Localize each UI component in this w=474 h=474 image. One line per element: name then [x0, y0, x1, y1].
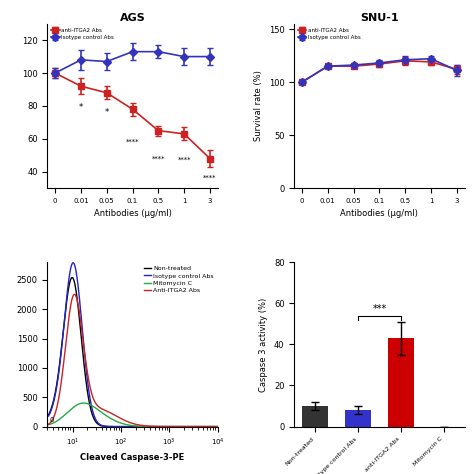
Text: ***: *** — [372, 303, 386, 313]
Non-treated — [46, 412, 51, 418]
Isotype control Abs — [146, 424, 152, 429]
Non-treated — [137, 424, 143, 429]
Non-treated — [69, 274, 75, 280]
Non-treated — [185, 424, 191, 429]
Bar — [388, 338, 414, 427]
Anti-ITGA2 Abs — [137, 422, 143, 428]
Anti-ITGA2 Abs — [72, 292, 77, 297]
Text: ****: **** — [126, 139, 139, 145]
Anti-ITGA2 Abs — [211, 424, 217, 429]
Mitomycin C — [137, 423, 143, 429]
Non-treated — [215, 424, 220, 429]
Line: Mitomycin C: Mitomycin C — [48, 403, 218, 427]
Bar — [345, 410, 371, 427]
Text: ****: **** — [152, 155, 165, 161]
Line: Non-treated: Non-treated — [48, 277, 218, 427]
X-axis label: Antibodies (μg/ml): Antibodies (μg/ml) — [340, 210, 419, 219]
Y-axis label: Caspase 3 activity (%): Caspase 3 activity (%) — [259, 297, 268, 392]
Mitomycin C — [128, 422, 133, 428]
Line: Anti-ITGA2 Abs: Anti-ITGA2 Abs — [48, 294, 218, 427]
Mitomycin C — [215, 424, 220, 429]
Mitomycin C — [46, 422, 51, 428]
Anti-ITGA2 Abs — [146, 423, 152, 429]
Mitomycin C — [81, 400, 87, 406]
Anti-ITGA2 Abs — [185, 424, 191, 429]
Anti-ITGA2 Abs — [215, 424, 220, 429]
Text: *: * — [79, 103, 83, 112]
Legend: Non-treated, Isotype control Abs, Mitomycin C, Anti-ITGA2 Abs: Non-treated, Isotype control Abs, Mitomy… — [143, 265, 215, 294]
Legend: anti-ITGA2 Abs, Isotype control Abs: anti-ITGA2 Abs, Isotype control Abs — [50, 27, 115, 42]
Non-treated — [211, 424, 217, 429]
Mitomycin C — [211, 424, 217, 429]
Isotype control Abs — [71, 260, 76, 265]
Non-treated — [127, 424, 132, 429]
Isotype control Abs — [215, 424, 220, 429]
Mitomycin C — [185, 424, 191, 429]
Title: AGS: AGS — [119, 13, 146, 23]
Anti-ITGA2 Abs — [46, 421, 51, 427]
Anti-ITGA2 Abs — [128, 420, 133, 426]
Legend: anti-ITGA2 Abs, Isotype control Abs: anti-ITGA2 Abs, Isotype control Abs — [297, 27, 362, 42]
Y-axis label: Survival rate (%): Survival rate (%) — [254, 71, 263, 141]
Text: ****: **** — [177, 157, 191, 163]
X-axis label: Antibodies (μg/ml): Antibodies (μg/ml) — [93, 210, 172, 219]
Text: *: * — [105, 108, 109, 117]
Isotype control Abs — [137, 424, 143, 429]
X-axis label: Cleaved Caspase-3-PE: Cleaved Caspase-3-PE — [81, 453, 185, 462]
Isotype control Abs — [128, 424, 133, 429]
Title: SNU-1: SNU-1 — [360, 13, 399, 23]
Mitomycin C — [127, 422, 132, 428]
Isotype control Abs — [211, 424, 217, 429]
Text: ****: **** — [203, 175, 217, 181]
Isotype control Abs — [127, 424, 132, 429]
Bar — [302, 406, 328, 427]
Line: Isotype control Abs: Isotype control Abs — [48, 263, 218, 427]
Anti-ITGA2 Abs — [127, 419, 132, 425]
Non-treated — [146, 424, 152, 429]
Mitomycin C — [146, 424, 152, 429]
Text: 0: 0 — [49, 417, 54, 423]
Isotype control Abs — [185, 424, 191, 429]
Isotype control Abs — [46, 413, 51, 419]
Non-treated — [128, 424, 133, 429]
